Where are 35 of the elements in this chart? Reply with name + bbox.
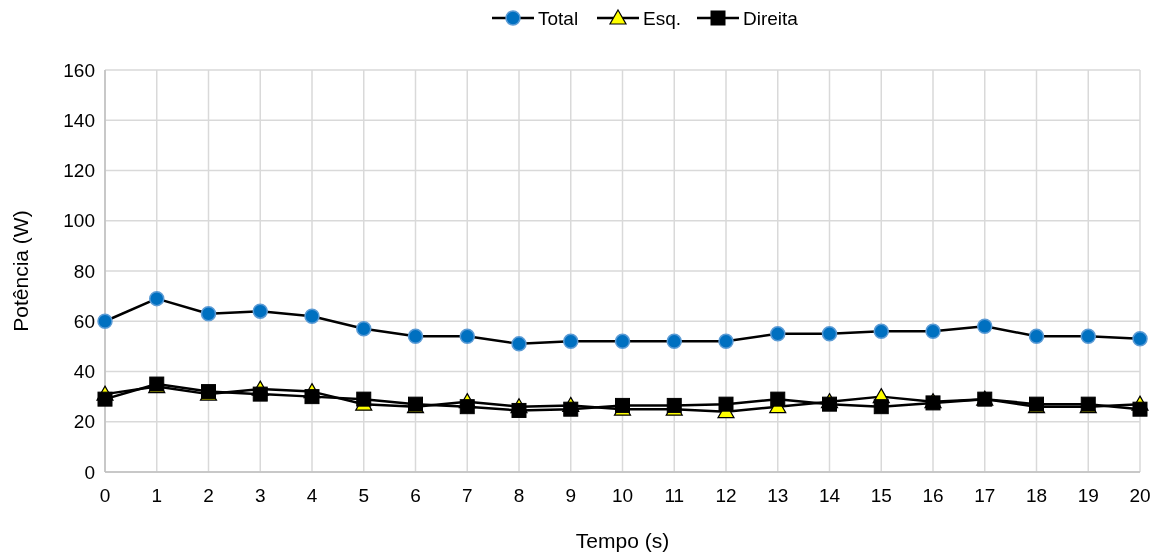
y-tick-label: 60 [73, 310, 95, 332]
y-tick-label: 160 [63, 59, 95, 81]
x-tick-label: 8 [513, 485, 525, 506]
x-tick-label: 14 [818, 485, 841, 506]
x-tick-label: 0 [99, 485, 111, 506]
x-axis-title: Tempo (s) [575, 529, 670, 552]
x-tick-label: 11 [664, 485, 685, 506]
x-tick-label: 15 [870, 485, 892, 506]
x-tick-label: 16 [922, 485, 944, 506]
legend-label: Esq. [643, 7, 682, 29]
x-tick-label: 12 [715, 485, 737, 506]
x-tick-label: 7 [461, 485, 473, 506]
x-tick-label: 13 [767, 485, 789, 506]
x-tick-label: 10 [611, 485, 634, 506]
x-tick-label: 1 [151, 485, 163, 506]
y-tick-label: 40 [73, 361, 95, 383]
y-tick-label: 120 [63, 160, 95, 182]
y-axis-title: Potência (W) [9, 210, 32, 332]
x-tick-label: 3 [254, 485, 266, 506]
y-tick-label: 0 [84, 461, 95, 483]
x-tick-label: 4 [306, 485, 318, 506]
x-tick-label: 18 [1025, 485, 1048, 506]
y-tick-label: 20 [73, 411, 95, 433]
x-tick-label: 5 [358, 485, 370, 506]
legend-label: Total [538, 7, 579, 29]
x-tick-label: 19 [1077, 485, 1099, 506]
x-tick-label: 2 [203, 485, 214, 506]
y-tick-label: 140 [63, 109, 95, 131]
legend-label: Direita [743, 7, 799, 29]
x-tick-label: 20 [1129, 485, 1151, 506]
x-tick-label: 6 [410, 485, 421, 506]
x-tick-label: 9 [565, 485, 577, 506]
y-tick-label: 100 [63, 210, 95, 232]
y-tick-label: 80 [73, 260, 95, 282]
x-tick-label: 17 [974, 485, 996, 506]
